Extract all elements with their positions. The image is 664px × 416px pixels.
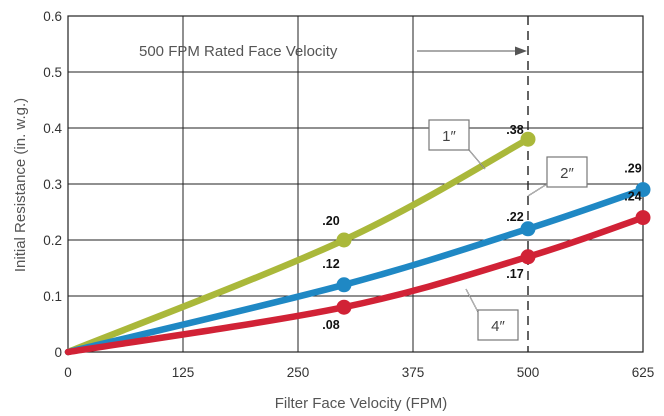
x-tick-label: 250: [287, 365, 310, 380]
data-point: [635, 182, 651, 198]
x-tick-label: 0: [64, 365, 72, 380]
data-point: [336, 232, 352, 248]
y-tick-label: 0.5: [43, 65, 62, 80]
data-point: [336, 299, 352, 315]
x-tick-label: 500: [517, 365, 540, 380]
data-label: .17: [506, 267, 523, 281]
reference-line-group: 500 FPM Rated Face Velocity: [139, 16, 529, 352]
data-label: .38: [506, 123, 523, 137]
callout-leader-inner: [527, 183, 548, 197]
reference-annotation: 500 FPM Rated Face Velocity: [139, 43, 338, 60]
data-point: [520, 131, 536, 147]
series-legend-label: 2″: [560, 165, 574, 182]
series-legend-label: 4″: [491, 318, 505, 335]
data-point: [520, 221, 536, 237]
series-line-1: [64, 186, 647, 356]
callout-box: [477, 309, 519, 341]
data-point: [336, 277, 352, 293]
callout-leader-inner: [465, 288, 479, 313]
data-label: .24: [624, 190, 641, 204]
x-tick-label: 125: [172, 365, 195, 380]
x-axis-title: Filter Face Velocity (FPM): [275, 395, 448, 412]
marker-group: [336, 131, 651, 315]
y-tick-label: 0.4: [43, 121, 62, 136]
y-tick-label: 0.2: [43, 233, 62, 248]
callout-group: 1″ 2″ 4″: [428, 119, 588, 341]
data-point: [520, 249, 536, 265]
tick-label-group: 0 125 250 375 500 625 0 0.1 0.2 0.3 0.4 0.5 0.6: [43, 9, 654, 380]
data-label: .08: [322, 318, 339, 332]
data-label: .22: [506, 210, 523, 224]
y-tick-label: 0: [54, 345, 62, 360]
y-tick-label: 0.3: [43, 177, 62, 192]
data-label: .12: [322, 257, 339, 271]
series-line-2: [64, 214, 647, 356]
data-label: .20: [322, 214, 339, 228]
data-label: .29: [624, 162, 641, 176]
callout-box: [546, 156, 588, 188]
x-tick-label: 375: [402, 365, 425, 380]
x-tick-label: 625: [632, 365, 655, 380]
series-legend-label: 1″: [442, 128, 456, 145]
data-point: [635, 210, 651, 226]
annotation-arrowhead: [515, 46, 527, 56]
y-axis-title: Initial Resistance (in. w.g.): [12, 98, 29, 272]
grid: [67, 15, 644, 353]
callout-leader-inner: [468, 149, 486, 170]
callout-box: [428, 119, 470, 151]
data-label-group: .20 .38 .12 .22 .29 .08 .17 .24: [322, 123, 641, 332]
y-tick-label: 0.6: [43, 9, 62, 24]
y-tick-label: 0.1: [43, 289, 62, 304]
